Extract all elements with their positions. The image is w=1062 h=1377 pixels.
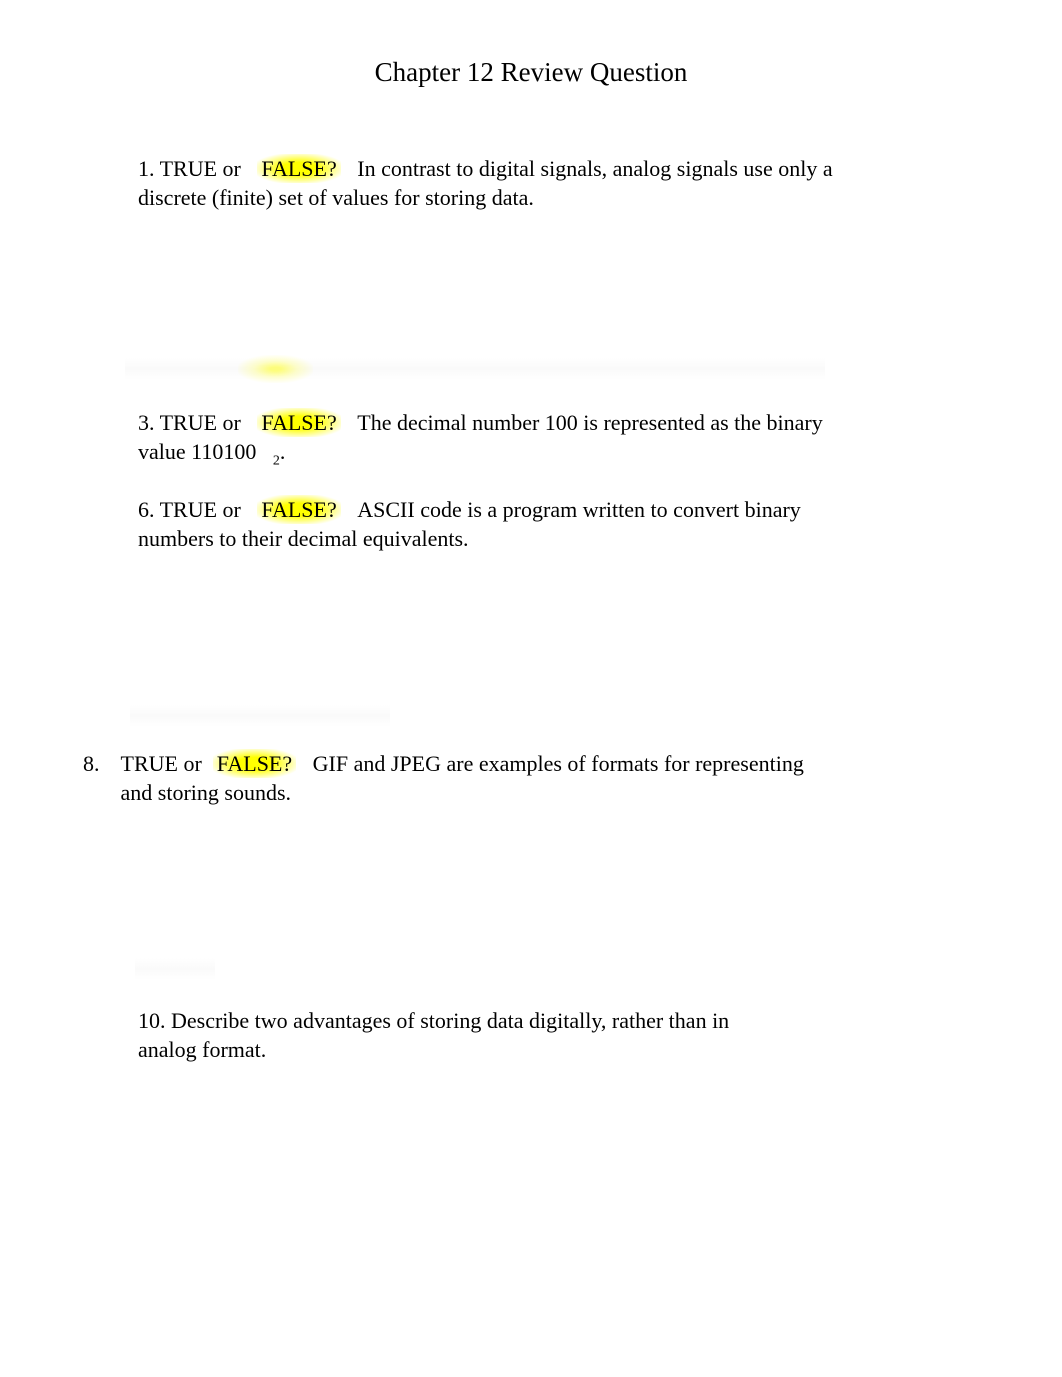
q3-highlighted-answer: FALSE? [257,408,340,437]
q8-number: 8. [83,750,115,779]
q8-prefix: TRUE or [121,751,202,776]
q1-prefix: 1. TRUE or [138,156,241,181]
question-8: 8. TRUE or FALSE? GIF and JPEG are examp… [83,750,863,807]
question-10: 10. Describe two advantages of storing d… [138,1007,768,1064]
q1-rest: In contrast to digital signals, analog s… [138,156,833,210]
blurred-content-region-3 [135,958,215,980]
blurred-content-region-1 [125,358,825,380]
blurred-highlight-1 [238,355,313,383]
q3-rest-1: The decimal number 100 is represented as… [138,410,823,464]
q10-text: 10. Describe two advantages of storing d… [138,1008,729,1062]
question-6: 6. TRUE or FALSE? ASCII code is a progra… [138,496,838,553]
blurred-content-region-2 [130,705,390,727]
q1-highlighted-answer: FALSE? [257,154,340,183]
q3-rest-2: . [280,439,286,464]
page-title: Chapter 12 Review Question [0,57,1062,88]
q3-prefix: 3. TRUE or [138,410,241,435]
question-1: 1. TRUE or FALSE? In contrast to digital… [138,155,838,212]
question-3: 3. TRUE or FALSE? The decimal number 100… [138,409,838,470]
q6-highlighted-answer: FALSE? [257,495,340,524]
q3-subscript: 2 [273,453,280,468]
q6-prefix: 6. TRUE or [138,497,241,522]
q8-highlighted-answer: FALSE? [213,749,296,778]
